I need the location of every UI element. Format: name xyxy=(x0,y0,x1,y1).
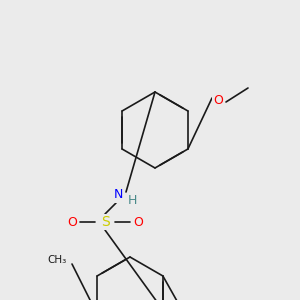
Text: S: S xyxy=(100,215,109,229)
Text: H: H xyxy=(127,194,137,208)
Text: O: O xyxy=(133,215,143,229)
Text: O: O xyxy=(213,94,223,106)
Text: CH₃: CH₃ xyxy=(47,255,67,265)
Text: O: O xyxy=(67,215,77,229)
Text: N: N xyxy=(113,188,123,202)
